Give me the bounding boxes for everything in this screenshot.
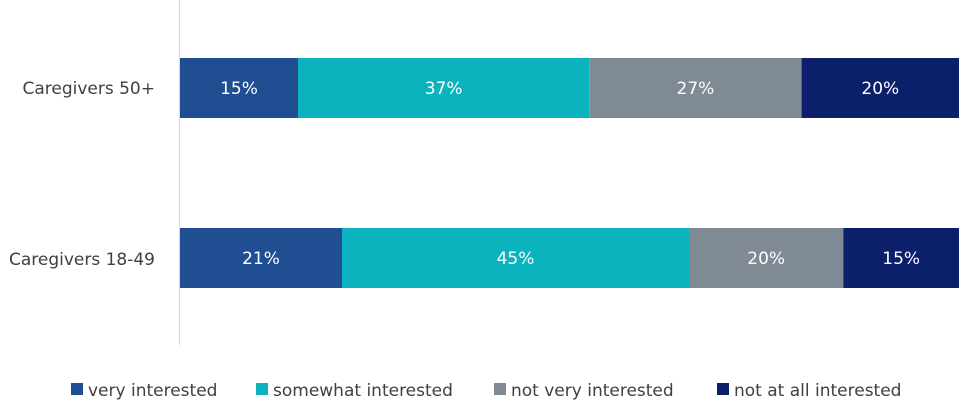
data-label-caregivers-18-49-not-at-all-interested: 15%: [882, 249, 920, 269]
legend-swatch-not-very-interested: [494, 383, 506, 395]
legend: very interested somewhat interested not …: [71, 381, 901, 401]
bar-caregivers-50-not-at-all-interested: [801, 58, 959, 118]
bar-caregivers-18-49-not-very-interested: [689, 228, 844, 288]
legend-label-not-very-interested: not very interested: [511, 381, 674, 401]
legend-label-very-interested: very interested: [88, 381, 217, 401]
legend-label-not-at-all-interested: not at all interested: [734, 381, 901, 401]
legend-label-somewhat-interested: somewhat interested: [273, 381, 453, 401]
legend-swatch-very-interested: [71, 383, 83, 395]
bar-caregivers-18-49-not-at-all-interested: [843, 228, 959, 288]
bar-caregivers-18-49-very-interested: [180, 228, 342, 288]
bar-caregivers-50-somewhat-interested: [298, 58, 590, 118]
bar-caregivers-18-49-somewhat-interested: [342, 228, 690, 288]
bar-segments: [180, 58, 959, 288]
bar-caregivers-50-not-very-interested: [589, 58, 802, 118]
data-label-caregivers-18-49-somewhat-interested: 45%: [497, 249, 535, 269]
data-label-caregivers-50-not-very-interested: 27%: [677, 79, 715, 99]
data-label-caregivers-50-very-interested: 15%: [220, 79, 258, 99]
bar-caregivers-50-very-interested: [180, 58, 298, 118]
data-label-caregivers-18-49-very-interested: 21%: [242, 249, 280, 269]
category-label-caregivers-18-49: Caregivers 18-49: [9, 250, 155, 270]
category-label-caregivers-50-plus: Caregivers 50+: [22, 79, 155, 99]
legend-swatch-not-at-all-interested: [717, 383, 729, 395]
data-label-caregivers-50-somewhat-interested: 37%: [425, 79, 463, 99]
data-label-caregivers-50-not-at-all-interested: 20%: [861, 79, 899, 99]
data-label-caregivers-18-49-not-very-interested: 20%: [747, 249, 785, 269]
legend-swatch-somewhat-interested: [256, 383, 268, 395]
bar-value-labels: 15% 37% 27% 20% 21% 45% 20% 15%: [220, 79, 920, 269]
